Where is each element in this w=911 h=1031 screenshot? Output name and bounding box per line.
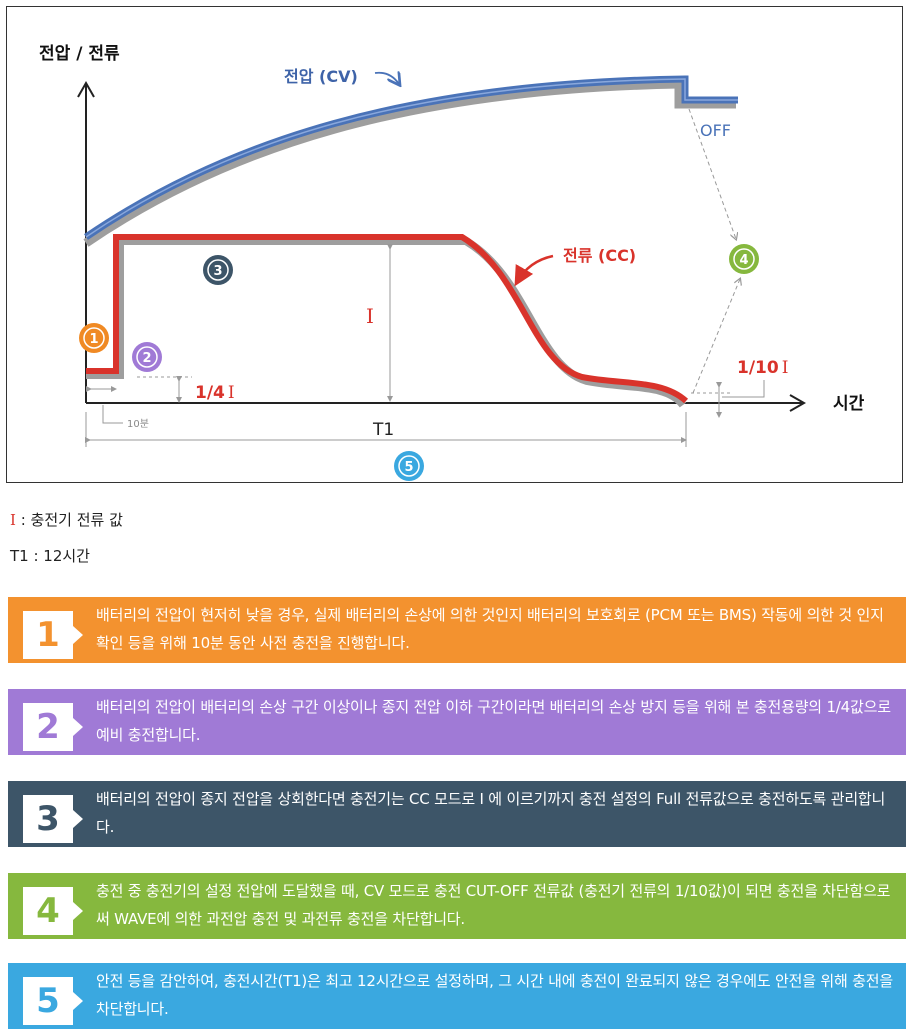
y-axis-arrow-icon bbox=[77, 80, 95, 98]
i-label: I bbox=[366, 304, 374, 328]
step-4-badge: 4 bbox=[23, 887, 73, 935]
off-to-marker4-arrow bbox=[688, 108, 736, 239]
marker-4: 4 bbox=[729, 244, 759, 274]
ten-min-label: 10분 bbox=[127, 418, 149, 430]
step-3-badge: 3 bbox=[23, 795, 73, 843]
step-4: 4 충전 중 충전기의 설정 전압에 도달했을 때, CV 모드로 충전 CUT… bbox=[8, 873, 906, 939]
legend-i: I : 충전기 전류 값 bbox=[10, 509, 123, 530]
voltage-curve bbox=[84, 75, 738, 240]
current-curve bbox=[86, 234, 689, 404]
end-to-marker4-arrow bbox=[692, 279, 740, 394]
step-2-badge: 2 bbox=[23, 703, 73, 751]
step-1-notch bbox=[73, 626, 83, 644]
voltage-curve-shadow bbox=[83, 79, 736, 247]
step-5-badge: 5 bbox=[23, 977, 73, 1025]
charging-diagram: 전압 / 전류 시간 전압 (CV) OFF 전류 (CC) I 1/4 I 1/… bbox=[6, 6, 903, 483]
voltage-curve-highlight bbox=[85, 78, 738, 238]
step-5-text: 안전 등을 감안하여, 충전시간(T1)은 최고 12시간으로 설정하며, 그 … bbox=[96, 972, 893, 1018]
step-5: 5 안전 등을 감안하여, 충전시간(T1)은 최고 12시간으로 설정하며, … bbox=[8, 963, 906, 1029]
quarter-roman: I bbox=[228, 383, 235, 403]
current-label: 전류 (CC) bbox=[563, 246, 636, 265]
marker-1-number: 1 bbox=[89, 332, 98, 347]
step-4-notch bbox=[73, 902, 83, 920]
step-1: 1 배터리의 전압이 현저히 낮을 경우, 실제 배터리의 손상에 의한 것인지… bbox=[8, 597, 906, 663]
diagram-canvas: 전압 / 전류 시간 전압 (CV) OFF 전류 (CC) I 1/4 I 1/… bbox=[39, 43, 865, 481]
step-1-badge: 1 bbox=[23, 611, 73, 659]
ten-min-leader-line bbox=[102, 405, 123, 424]
legend-t1-text: T1 : 12시간 bbox=[10, 547, 90, 565]
x-axis-label: 시간 bbox=[833, 394, 865, 414]
legend-i-symbol: I bbox=[10, 511, 16, 529]
tenth-label-group: 1/10 I bbox=[737, 358, 788, 378]
marker-4-number: 4 bbox=[739, 253, 748, 268]
t1-label: T1 bbox=[372, 420, 394, 440]
step-2: 2 배터리의 전압이 배터리의 손상 구간 이상이나 종지 전압 이하 구간이라… bbox=[8, 689, 906, 755]
step-2-notch bbox=[73, 718, 83, 736]
quarter-label-group: 1/4 I bbox=[195, 383, 235, 403]
tenth-leader-line bbox=[722, 380, 765, 398]
off-label: OFF bbox=[700, 121, 731, 140]
y-axis-label: 전압 / 전류 bbox=[39, 43, 120, 64]
step-3-text: 배터리의 전압이 종지 전압을 상회한다면 충전기는 CC 모드로 I 에 이르… bbox=[96, 790, 886, 836]
voltage-label-arrow-icon bbox=[374, 73, 399, 84]
step-3: 3 배터리의 전압이 종지 전압을 상회한다면 충전기는 CC 모드로 I 에 … bbox=[8, 781, 906, 847]
step-2-text: 배터리의 전압이 배터리의 손상 구간 이상이나 종지 전압 이하 구간이라면 … bbox=[96, 698, 891, 744]
legend-t1: T1 : 12시간 bbox=[10, 545, 90, 566]
marker-1: 1 bbox=[79, 323, 109, 353]
step-1-text: 배터리의 전압이 현저히 낮을 경우, 실제 배터리의 손상에 의한 것인지 배… bbox=[96, 606, 884, 652]
step-5-notch bbox=[73, 992, 83, 1010]
tenth-label: 1/10 bbox=[737, 358, 779, 378]
marker-5: 5 bbox=[394, 451, 424, 481]
marker-2-number: 2 bbox=[142, 351, 151, 366]
tenth-roman: I bbox=[782, 358, 789, 378]
current-label-arrow-icon bbox=[514, 254, 554, 287]
marker-2: 2 bbox=[132, 342, 162, 372]
legend-i-text: : 충전기 전류 값 bbox=[15, 511, 123, 529]
quarter-label: 1/4 bbox=[195, 383, 225, 403]
marker-3: 3 bbox=[203, 255, 233, 285]
step-4-text: 충전 중 충전기의 설정 전압에 도달했을 때, CV 모드로 충전 CUT-O… bbox=[96, 882, 891, 928]
marker-5-number: 5 bbox=[404, 460, 413, 475]
step-3-notch bbox=[73, 810, 83, 828]
voltage-label: 전압 (CV) bbox=[284, 67, 358, 86]
x-axis-arrow-icon bbox=[789, 394, 807, 412]
marker-3-number: 3 bbox=[213, 264, 222, 279]
